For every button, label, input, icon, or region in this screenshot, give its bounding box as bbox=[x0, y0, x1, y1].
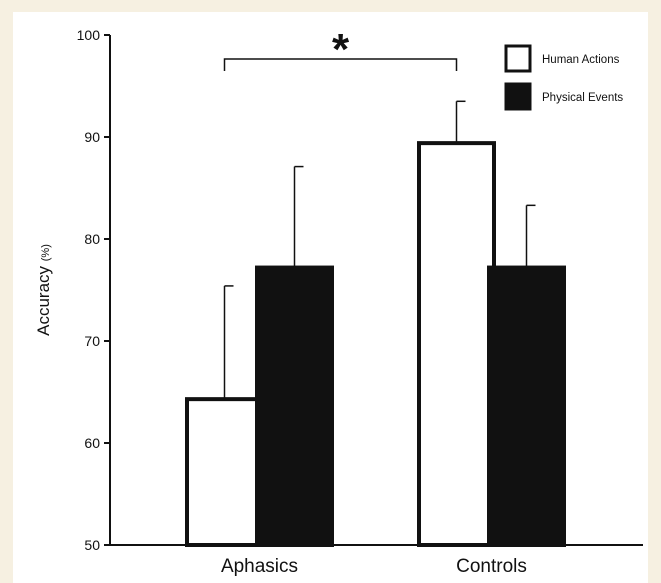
chart-panel: 50 60 70 80 90 100 Accuracy (%) Aphasics Control… bbox=[13, 12, 648, 583]
bar-human-actions-aphasics bbox=[185, 397, 264, 548]
legend-label: Physical Events bbox=[542, 92, 623, 104]
y-tick-label: 100 bbox=[77, 27, 101, 43]
x-category-label: Aphasics bbox=[221, 556, 298, 577]
y-tick-label: 60 bbox=[84, 435, 100, 451]
y-tick-label: 80 bbox=[84, 231, 100, 247]
x-category-label: Controls bbox=[456, 556, 527, 577]
legend: Human Actions Physical Events bbox=[504, 44, 623, 111]
y-axis-title: Accuracy (%) bbox=[34, 244, 53, 336]
legend-swatch bbox=[504, 82, 532, 111]
y-axis-title-text: Accuracy bbox=[34, 261, 53, 336]
bar-physical-events-controls bbox=[487, 265, 566, 547]
bar-chart: 50 60 70 80 90 100 Accuracy (%) Aphasics Control… bbox=[34, 25, 643, 577]
error-bars bbox=[223, 100, 536, 400]
y-tick-label: 90 bbox=[84, 129, 100, 145]
labels: 50 60 70 80 90 100 Accuracy (%) Aphasics Control… bbox=[34, 27, 527, 577]
bar-human-actions-controls bbox=[417, 141, 496, 547]
significance-bracket bbox=[223, 58, 458, 71]
bars bbox=[185, 141, 566, 548]
legend-label: Human Actions bbox=[542, 54, 620, 66]
significance-star: * bbox=[332, 25, 350, 74]
significance-annotation: * bbox=[223, 25, 458, 74]
y-tick-label: 70 bbox=[84, 333, 100, 349]
bar-physical-events-aphasics bbox=[255, 265, 334, 547]
y-tick-label: 50 bbox=[84, 537, 100, 553]
y-axis-unit: (%) bbox=[40, 244, 52, 261]
legend-swatch bbox=[504, 44, 532, 73]
